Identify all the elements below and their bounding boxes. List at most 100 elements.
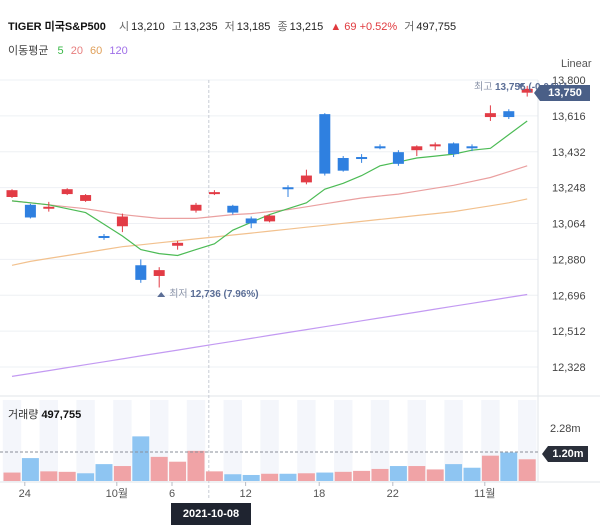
candle-body [521, 88, 533, 93]
candle-body [172, 242, 184, 246]
volume-bar [445, 464, 463, 481]
high-value: 13,235 [183, 21, 218, 33]
low-label: 저 [224, 21, 235, 33]
candle-body [319, 114, 331, 174]
y-tick-label: 12,880 [552, 254, 586, 266]
open-value: 13,210 [131, 21, 165, 33]
ma-5-label[interactable]: 5 [57, 45, 64, 57]
volume-bar [500, 452, 518, 481]
volume-bar [21, 458, 39, 481]
volume-bar [242, 474, 260, 481]
low-annotation-label: 최저 [169, 288, 187, 300]
candle-body [135, 265, 147, 280]
y-tick-label: 12,512 [552, 326, 586, 338]
volume-bg-stripe [223, 400, 242, 482]
crosshair-date-tag: 2021-10-08 [171, 503, 251, 525]
y-tick-label: 12,328 [552, 362, 586, 374]
ma-60-label[interactable]: 60 [90, 45, 103, 57]
low-value: 13,185 [236, 21, 271, 33]
x-tick-label: 22 [387, 488, 399, 500]
volume-bar [389, 466, 407, 481]
candle-body [190, 204, 202, 211]
volume-bg-stripe [39, 400, 58, 482]
moving-average-60-line [11, 198, 528, 266]
candle-body [448, 143, 460, 155]
volume-bar [205, 471, 223, 481]
volume-bar [334, 471, 352, 481]
candle-body [153, 270, 165, 276]
ticker-name: TIGER 미국S&P500 [8, 21, 106, 33]
high-marker-icon [518, 84, 524, 89]
volume-bar [77, 473, 95, 481]
candle-body [503, 111, 515, 118]
volume-bar [279, 473, 297, 481]
volume-bar [261, 473, 279, 481]
y-tick-label: 13,800 [552, 75, 586, 87]
candle-body [98, 236, 110, 238]
volume-bg-stripe [370, 400, 390, 482]
candle-body [6, 190, 18, 197]
x-tick-label: 24 [19, 488, 31, 500]
volume-bar [518, 459, 536, 481]
volume-bg-stripe [444, 400, 463, 482]
y-tick-label: 13,432 [552, 147, 586, 159]
volume-bar [58, 471, 76, 481]
y-tick-label: 13,064 [552, 219, 586, 231]
volume-value: 497,755 [416, 21, 457, 33]
volume-bar [297, 473, 315, 481]
volume-bar [113, 466, 131, 481]
volume-bar [371, 468, 389, 481]
scale-mode-toggle[interactable]: Linear [561, 58, 592, 70]
volume-bar [408, 466, 426, 481]
y-tick-label: 12,696 [552, 290, 586, 302]
candle-body [429, 144, 441, 147]
volume-bg-stripe [113, 400, 132, 482]
candle-body [80, 195, 92, 201]
volume-bar [187, 450, 205, 481]
volume-bg-stripe [297, 400, 316, 482]
ma-20-label[interactable]: 20 [70, 45, 83, 57]
volume-bar [353, 470, 371, 481]
moving-average-legend[interactable]: 이동평균 5 20 60 120 [8, 42, 132, 58]
volume-bar [463, 467, 481, 481]
current-price-tag: 13,750 [534, 85, 590, 101]
candle-body [24, 204, 36, 218]
change-value: ▲ 69 +0.52% [330, 21, 398, 33]
candle-body [392, 152, 404, 164]
close-label: 종 [277, 21, 288, 33]
moving-average-title: 이동평균 [8, 45, 49, 57]
volume-bar [316, 472, 334, 481]
ma-120-label[interactable]: 120 [109, 45, 128, 57]
y-tick-label: 13,616 [552, 111, 586, 123]
candle-body [337, 158, 349, 171]
candle-body [208, 192, 220, 195]
volume-current-tag: 1.20m [542, 446, 588, 462]
close-value: 13,215 [289, 21, 324, 33]
candle-body [411, 146, 423, 151]
volume-bg-stripe [260, 400, 279, 482]
volume-panel-value: 497,755 [41, 409, 82, 421]
volume-bar [426, 469, 444, 481]
candle-body [116, 216, 128, 227]
volume-bar [3, 472, 21, 481]
high-label: 고 [171, 21, 182, 33]
volume-panel-label: 거래량 [8, 409, 39, 421]
candle-body [484, 113, 496, 118]
candle-body [264, 215, 276, 222]
x-tick-label: 11월 [474, 487, 496, 500]
low-annotation-value: 12,736 (7.96%) [190, 289, 258, 300]
candle-body [374, 146, 386, 149]
x-tick-label: 12 [239, 488, 251, 500]
candle-body [61, 189, 73, 195]
candle-body [282, 187, 294, 190]
volume-bar [169, 461, 187, 481]
volume-bar [150, 456, 168, 481]
volume-bg-stripe [407, 400, 426, 482]
volume-bar [224, 474, 242, 481]
moving-average-120-line [11, 293, 528, 377]
x-tick-label: 18 [313, 488, 325, 500]
x-tick-label: 10월 [106, 487, 128, 500]
candle-body [43, 206, 55, 209]
high-annotation-value: 13,755 (-0.04%) [495, 82, 567, 93]
